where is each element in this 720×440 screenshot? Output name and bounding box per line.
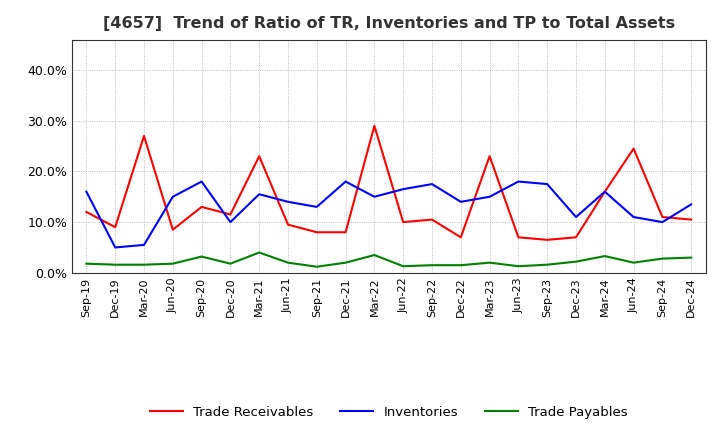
Trade Payables [341,260,350,265]
Trade Receivables [629,146,638,151]
Inventories [543,181,552,187]
Trade Receivables [197,204,206,209]
Trade Payables [226,261,235,266]
Inventories [370,194,379,199]
Trade Receivables [312,230,321,235]
Inventories [658,220,667,225]
Inventories [629,214,638,220]
Trade Payables [600,253,609,259]
Trade Receivables [514,235,523,240]
Trade Receivables [284,222,292,227]
Trade Payables [284,260,292,265]
Trade Receivables [687,217,696,222]
Trade Receivables [485,154,494,159]
Trade Payables [572,259,580,264]
Trade Receivables [341,230,350,235]
Trade Payables [255,250,264,255]
Trade Payables [456,263,465,268]
Trade Receivables [111,224,120,230]
Inventories [456,199,465,205]
Inventories [140,242,148,248]
Trade Receivables [543,237,552,242]
Inventories [428,181,436,187]
Trade Payables [370,253,379,258]
Trade Receivables [456,235,465,240]
Inventories [687,202,696,207]
Inventories [226,220,235,225]
Trade Receivables [428,217,436,222]
Trade Receivables [572,235,580,240]
Trade Payables [485,260,494,265]
Legend: Trade Receivables, Inventories, Trade Payables: Trade Receivables, Inventories, Trade Pa… [145,401,633,424]
Trade Payables [111,262,120,268]
Trade Payables [140,262,148,268]
Inventories [255,191,264,197]
Trade Payables [168,261,177,266]
Trade Payables [514,264,523,269]
Inventories [600,189,609,194]
Inventories [284,199,292,205]
Inventories [111,245,120,250]
Inventories [168,194,177,199]
Trade Payables [658,256,667,261]
Trade Receivables [140,133,148,139]
Title: [4657]  Trend of Ratio of TR, Inventories and TP to Total Assets: [4657] Trend of Ratio of TR, Inventories… [103,16,675,32]
Line: Trade Receivables: Trade Receivables [86,126,691,240]
Trade Receivables [82,209,91,215]
Trade Receivables [399,220,408,225]
Trade Payables [428,263,436,268]
Trade Payables [543,262,552,268]
Inventories [514,179,523,184]
Trade Payables [629,260,638,265]
Trade Receivables [658,214,667,220]
Trade Receivables [600,189,609,194]
Trade Payables [82,261,91,266]
Line: Inventories: Inventories [86,182,691,247]
Line: Trade Payables: Trade Payables [86,253,691,267]
Inventories [82,189,91,194]
Inventories [399,187,408,192]
Trade Receivables [370,123,379,128]
Trade Payables [399,264,408,269]
Trade Receivables [226,212,235,217]
Trade Payables [312,264,321,269]
Inventories [312,204,321,209]
Trade Payables [197,254,206,259]
Inventories [572,214,580,220]
Trade Receivables [255,154,264,159]
Inventories [197,179,206,184]
Inventories [485,194,494,199]
Trade Receivables [168,227,177,232]
Inventories [341,179,350,184]
Trade Payables [687,255,696,260]
